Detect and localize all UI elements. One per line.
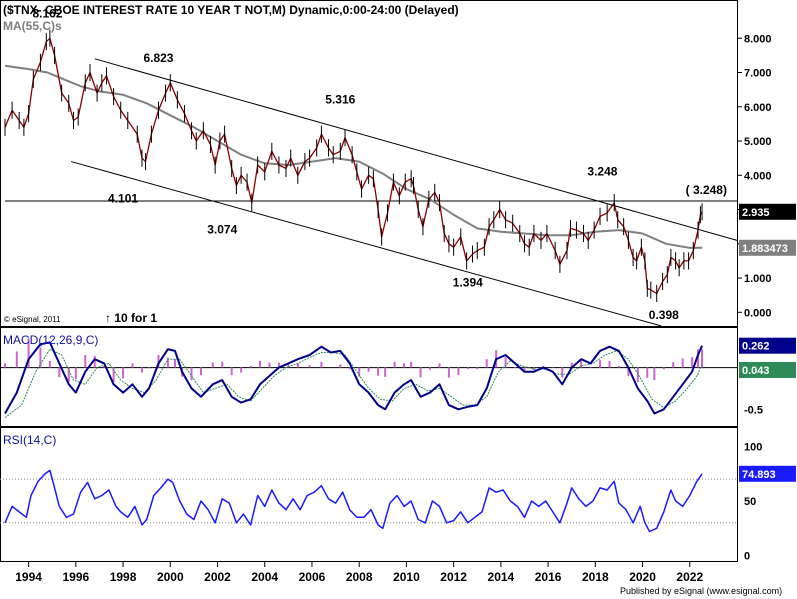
price-tick-label: 5.000: [744, 136, 772, 148]
copyright-label: © eSignal, 2011: [4, 315, 61, 324]
lower-trendline: [70, 161, 662, 327]
footer-publisher: Published by eSignal (www.esignal.com): [620, 586, 782, 596]
upper-trendline: [94, 58, 738, 241]
x-tick-label: 2022: [676, 570, 703, 584]
chart-title: ($TNX- CBOE INTEREST RATE 10 YEAR T NOT,…: [3, 3, 459, 17]
price-annotation: ( 3.248): [686, 183, 727, 197]
rsi-badge-bg: [739, 465, 796, 482]
x-tick-label: 2000: [157, 570, 184, 584]
price-badge: 2.935: [742, 207, 770, 219]
x-tick-label: 2016: [535, 570, 562, 584]
x-tick-label: 2014: [488, 570, 515, 584]
price-annotation: 0.398: [649, 308, 679, 322]
macd-badge-bg: [739, 337, 796, 354]
x-tick-label: 2020: [629, 570, 656, 584]
ma-line: [4, 64, 703, 249]
x-tick-label: 2004: [251, 570, 278, 584]
price-badge-bg: [739, 203, 796, 220]
x-tick-label: 2018: [582, 570, 609, 584]
x-tick-label: 2012: [440, 570, 467, 584]
price-tick-label: 4.000: [744, 170, 772, 182]
macd-line: [4, 341, 704, 415]
signal-badge: 0.043: [742, 365, 770, 377]
x-tick-label: 2008: [346, 570, 373, 584]
rsi-line: [4, 469, 703, 533]
price-tick-label: 8.000: [744, 33, 772, 45]
split-note: ↑ 10 for 1: [105, 311, 157, 325]
macd-signal-line: [4, 348, 703, 419]
rsi-tick-label: 100: [744, 441, 762, 453]
panel-frames: [0, 0, 738, 562]
price-tick-label: 6.000: [744, 102, 772, 114]
x-tick-label: 2002: [204, 570, 231, 584]
price-annotation: 3.074: [207, 223, 237, 237]
price-annotation: 5.316: [325, 92, 355, 106]
price-annotation: 1.394: [453, 276, 483, 290]
price-badge-bg: [739, 239, 796, 256]
price-annotation: 3.248: [587, 164, 617, 178]
x-tick-label: 2006: [299, 570, 326, 584]
signal-badge-bg: [739, 361, 796, 378]
macd-legend: MACD(12,26,9,C): [3, 333, 98, 347]
price-tick-label: 7.000: [744, 68, 772, 80]
price-badge: 1.883473: [742, 243, 788, 255]
price-panel-frame: [0, 0, 738, 327]
x-tick-label: 1994: [15, 570, 42, 584]
rsi-tick-label: 50: [744, 496, 756, 508]
x-tick-label: 2010: [393, 570, 420, 584]
chart-lines-layer: [0, 29, 738, 533]
price-annotation: 6.823: [143, 51, 173, 65]
price-tick-label: 1.000: [744, 273, 772, 285]
ma-legend: MA(55,C)s: [3, 19, 62, 33]
macd-tick-label: -0.5: [744, 404, 763, 416]
x-tick-label: 1996: [62, 570, 89, 584]
rsi-legend: RSI(14,C): [3, 433, 56, 447]
price-annotation: 4.101: [108, 192, 138, 206]
price-annotation: 8.162: [32, 7, 62, 21]
chart-marks-layer: 1994 1996 1998 2000 2002 2004 2006 2008 2010 2012…: [15, 7, 796, 584]
x-tick-label: 1998: [110, 570, 137, 584]
rsi-tick-label: 0: [744, 551, 750, 563]
price-tick-label: 0.000: [744, 307, 772, 319]
macd-badge: 0.262: [742, 341, 770, 353]
rsi-badge: 74.893: [742, 469, 776, 481]
